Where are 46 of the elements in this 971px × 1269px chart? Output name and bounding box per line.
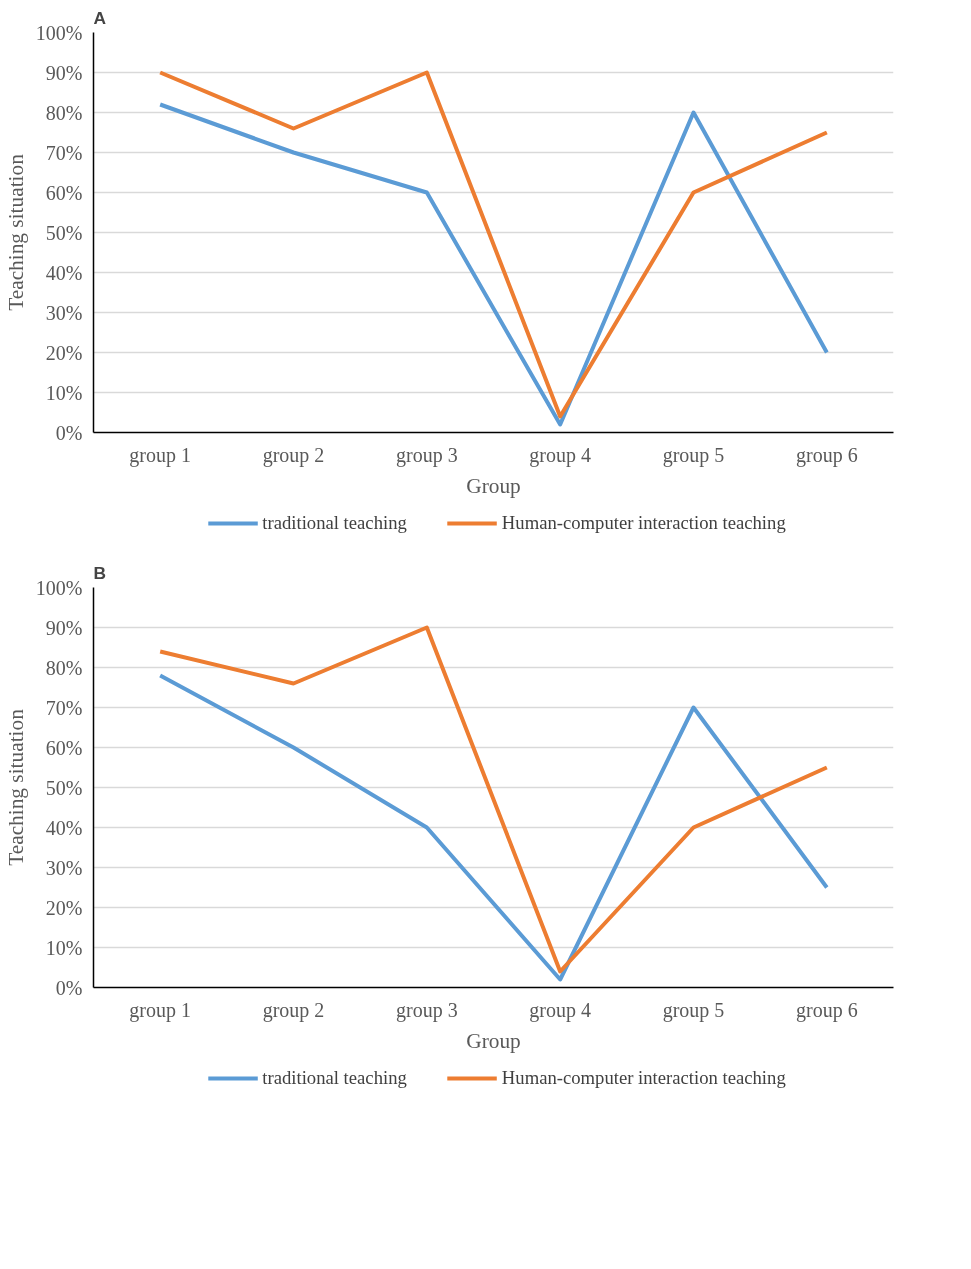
x-tick-label: group 2 [262, 443, 325, 467]
x-axis-title: Group [466, 1028, 521, 1053]
legend-label: Human-computer interaction teaching [501, 1066, 786, 1089]
y-tick-label: 0% [55, 976, 83, 999]
y-tick-label: 60% [45, 736, 83, 759]
y-tick-label: 90% [45, 616, 83, 639]
y-tick-label: 40% [45, 261, 83, 284]
y-tick-label: 80% [45, 101, 83, 124]
line-series [158, 625, 829, 974]
y-tick-label: 10% [45, 381, 83, 404]
x-tick-label: group 6 [796, 443, 858, 467]
legend-label: traditional teaching [262, 511, 407, 534]
y-tick-label: 30% [45, 301, 83, 324]
y-axis-title: Teaching situation [3, 153, 28, 311]
line-series [158, 673, 829, 982]
y-tick-label: 10% [45, 936, 83, 959]
legend-label: Human-computer interaction teaching [501, 511, 786, 534]
x-tick-label: group 3 [396, 443, 458, 467]
x-tick-label: group 5 [662, 998, 725, 1022]
x-axis-title: Group [466, 473, 521, 498]
y-tick-label: 60% [45, 181, 83, 204]
x-tick-label: group 6 [796, 998, 858, 1022]
x-tick-label: group 4 [529, 443, 592, 467]
y-tick-label: 100% [35, 21, 83, 44]
y-tick-label: 30% [45, 856, 83, 879]
x-tick-label: group 1 [129, 443, 192, 467]
y-tick-label: 0% [55, 421, 83, 444]
x-tick-label: group 2 [262, 998, 325, 1022]
x-tick-label: group 5 [662, 443, 725, 467]
y-tick-label: 80% [45, 656, 83, 679]
y-axis-title: Teaching situation [3, 708, 28, 866]
y-tick-label: 70% [45, 141, 83, 164]
x-tick-label: group 3 [396, 998, 458, 1022]
y-tick-label: 20% [45, 341, 83, 364]
x-tick-label: group 1 [129, 998, 192, 1022]
y-tick-label: 70% [45, 696, 83, 719]
y-tick-label: 20% [45, 896, 83, 919]
legend-label: traditional teaching [262, 1066, 407, 1089]
y-tick-label: 40% [45, 816, 83, 839]
y-tick-label: 100% [35, 576, 83, 599]
y-tick-label: 50% [45, 776, 83, 799]
chart-title: B [93, 562, 107, 583]
chart-title: A [93, 7, 107, 28]
y-tick-label: 50% [45, 221, 83, 244]
x-tick-label: group 4 [529, 998, 592, 1022]
y-tick-label: 90% [45, 61, 83, 84]
